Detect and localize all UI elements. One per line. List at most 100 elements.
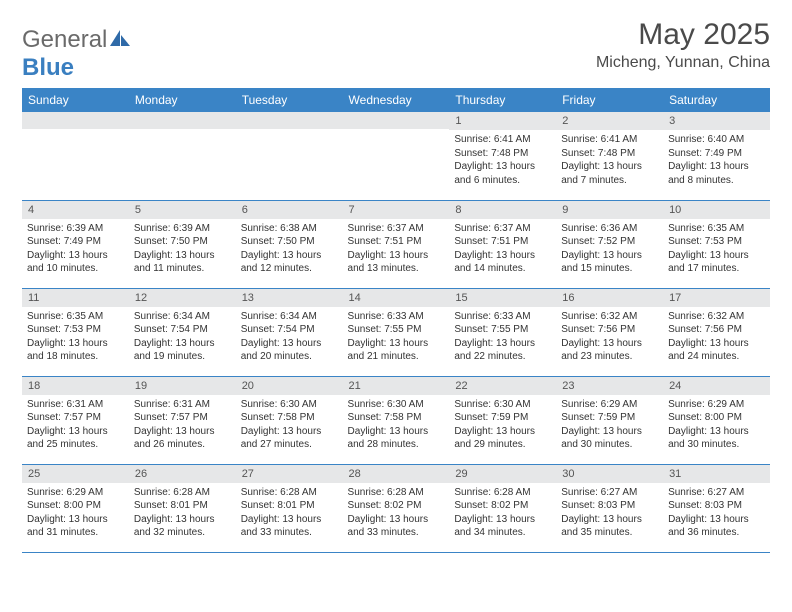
day-number: 4 xyxy=(22,201,129,219)
day-details: Sunrise: 6:27 AMSunset: 8:03 PMDaylight:… xyxy=(663,483,770,543)
day-details: Sunrise: 6:34 AMSunset: 7:54 PMDaylight:… xyxy=(129,307,236,367)
daylight-line: Daylight: 13 hours and 27 minutes. xyxy=(241,425,338,452)
daylight-line: Daylight: 13 hours and 33 minutes. xyxy=(348,513,445,540)
day-number: 28 xyxy=(343,465,450,483)
sunset-line: Sunset: 7:48 PM xyxy=(454,147,551,161)
day-details: Sunrise: 6:33 AMSunset: 7:55 PMDaylight:… xyxy=(343,307,450,367)
day-number: 3 xyxy=(663,112,770,130)
sunset-line: Sunset: 7:55 PM xyxy=(348,323,445,337)
sunset-line: Sunset: 8:02 PM xyxy=(454,499,551,513)
sunrise-line: Sunrise: 6:34 AM xyxy=(241,310,338,324)
sunrise-line: Sunrise: 6:33 AM xyxy=(348,310,445,324)
daylight-line: Daylight: 13 hours and 26 minutes. xyxy=(134,425,231,452)
page-subtitle: Micheng, Yunnan, China xyxy=(596,54,770,72)
calendar-week-row: 25Sunrise: 6:29 AMSunset: 8:00 PMDayligh… xyxy=(22,464,770,552)
calendar-week-row: 1Sunrise: 6:41 AMSunset: 7:48 PMDaylight… xyxy=(22,112,770,200)
sunset-line: Sunset: 7:53 PM xyxy=(27,323,124,337)
calendar-day-cell: 5Sunrise: 6:39 AMSunset: 7:50 PMDaylight… xyxy=(129,200,236,288)
daylight-line: Daylight: 13 hours and 24 minutes. xyxy=(668,337,765,364)
daylight-line: Daylight: 13 hours and 12 minutes. xyxy=(241,249,338,276)
sunrise-line: Sunrise: 6:31 AM xyxy=(134,398,231,412)
calendar-week-row: 11Sunrise: 6:35 AMSunset: 7:53 PMDayligh… xyxy=(22,288,770,376)
calendar-day-cell: 14Sunrise: 6:33 AMSunset: 7:55 PMDayligh… xyxy=(343,288,450,376)
calendar-day-cell xyxy=(343,112,450,200)
daylight-line: Daylight: 13 hours and 22 minutes. xyxy=(454,337,551,364)
sunrise-line: Sunrise: 6:36 AM xyxy=(561,222,658,236)
calendar-day-cell: 1Sunrise: 6:41 AMSunset: 7:48 PMDaylight… xyxy=(449,112,556,200)
calendar-day-cell: 12Sunrise: 6:34 AMSunset: 7:54 PMDayligh… xyxy=(129,288,236,376)
sunset-line: Sunset: 7:52 PM xyxy=(561,235,658,249)
sunset-line: Sunset: 7:48 PM xyxy=(561,147,658,161)
day-details: Sunrise: 6:41 AMSunset: 7:48 PMDaylight:… xyxy=(449,130,556,190)
daylight-line: Daylight: 13 hours and 14 minutes. xyxy=(454,249,551,276)
daylight-line: Daylight: 13 hours and 15 minutes. xyxy=(561,249,658,276)
day-details: Sunrise: 6:29 AMSunset: 7:59 PMDaylight:… xyxy=(556,395,663,455)
weekday-header: Thursday xyxy=(449,88,556,112)
sunrise-line: Sunrise: 6:30 AM xyxy=(348,398,445,412)
calendar-day-cell: 16Sunrise: 6:32 AMSunset: 7:56 PMDayligh… xyxy=(556,288,663,376)
sunset-line: Sunset: 7:49 PM xyxy=(668,147,765,161)
day-details: Sunrise: 6:30 AMSunset: 7:59 PMDaylight:… xyxy=(449,395,556,455)
day-details: Sunrise: 6:37 AMSunset: 7:51 PMDaylight:… xyxy=(449,219,556,279)
calendar-day-cell: 31Sunrise: 6:27 AMSunset: 8:03 PMDayligh… xyxy=(663,464,770,552)
calendar-table: SundayMondayTuesdayWednesdayThursdayFrid… xyxy=(22,88,770,553)
daylight-line: Daylight: 13 hours and 25 minutes. xyxy=(27,425,124,452)
day-number: 13 xyxy=(236,289,343,307)
sunrise-line: Sunrise: 6:29 AM xyxy=(668,398,765,412)
day-number: 29 xyxy=(449,465,556,483)
sunrise-line: Sunrise: 6:41 AM xyxy=(454,133,551,147)
daylight-line: Daylight: 13 hours and 6 minutes. xyxy=(454,160,551,187)
sunset-line: Sunset: 7:53 PM xyxy=(668,235,765,249)
sunrise-line: Sunrise: 6:28 AM xyxy=(454,486,551,500)
daylight-line: Daylight: 13 hours and 8 minutes. xyxy=(668,160,765,187)
day-number xyxy=(343,112,450,129)
sunset-line: Sunset: 8:01 PM xyxy=(241,499,338,513)
weekday-header: Saturday xyxy=(663,88,770,112)
weekday-header: Monday xyxy=(129,88,236,112)
calendar-page: GeneralBlue May 2025 Micheng, Yunnan, Ch… xyxy=(0,0,792,563)
day-details: Sunrise: 6:34 AMSunset: 7:54 PMDaylight:… xyxy=(236,307,343,367)
day-number: 24 xyxy=(663,377,770,395)
weekday-header: Tuesday xyxy=(236,88,343,112)
calendar-week-row: 18Sunrise: 6:31 AMSunset: 7:57 PMDayligh… xyxy=(22,376,770,464)
sunset-line: Sunset: 7:59 PM xyxy=(454,411,551,425)
day-number xyxy=(129,112,236,129)
day-number: 21 xyxy=(343,377,450,395)
day-details: Sunrise: 6:39 AMSunset: 7:50 PMDaylight:… xyxy=(129,219,236,279)
brand-sail-icon xyxy=(109,26,131,54)
sunrise-line: Sunrise: 6:27 AM xyxy=(561,486,658,500)
daylight-line: Daylight: 13 hours and 17 minutes. xyxy=(668,249,765,276)
calendar-day-cell: 27Sunrise: 6:28 AMSunset: 8:01 PMDayligh… xyxy=(236,464,343,552)
daylight-line: Daylight: 13 hours and 30 minutes. xyxy=(668,425,765,452)
day-number xyxy=(236,112,343,129)
calendar-day-cell: 11Sunrise: 6:35 AMSunset: 7:53 PMDayligh… xyxy=(22,288,129,376)
calendar-day-cell: 17Sunrise: 6:32 AMSunset: 7:56 PMDayligh… xyxy=(663,288,770,376)
sunrise-line: Sunrise: 6:32 AM xyxy=(561,310,658,324)
sunrise-line: Sunrise: 6:38 AM xyxy=(241,222,338,236)
day-details: Sunrise: 6:33 AMSunset: 7:55 PMDaylight:… xyxy=(449,307,556,367)
day-number: 7 xyxy=(343,201,450,219)
daylight-line: Daylight: 13 hours and 36 minutes. xyxy=(668,513,765,540)
day-details: Sunrise: 6:30 AMSunset: 7:58 PMDaylight:… xyxy=(343,395,450,455)
day-details: Sunrise: 6:30 AMSunset: 7:58 PMDaylight:… xyxy=(236,395,343,455)
sunset-line: Sunset: 7:54 PM xyxy=(241,323,338,337)
sunset-line: Sunset: 8:00 PM xyxy=(27,499,124,513)
sunrise-line: Sunrise: 6:37 AM xyxy=(454,222,551,236)
sunset-line: Sunset: 7:49 PM xyxy=(27,235,124,249)
day-details: Sunrise: 6:41 AMSunset: 7:48 PMDaylight:… xyxy=(556,130,663,190)
sunrise-line: Sunrise: 6:28 AM xyxy=(241,486,338,500)
daylight-line: Daylight: 13 hours and 33 minutes. xyxy=(241,513,338,540)
daylight-line: Daylight: 13 hours and 28 minutes. xyxy=(348,425,445,452)
daylight-line: Daylight: 13 hours and 13 minutes. xyxy=(348,249,445,276)
sunset-line: Sunset: 7:55 PM xyxy=(454,323,551,337)
brand-logo: GeneralBlue xyxy=(22,18,131,82)
weekday-header: Wednesday xyxy=(343,88,450,112)
daylight-line: Daylight: 13 hours and 20 minutes. xyxy=(241,337,338,364)
sunset-line: Sunset: 7:51 PM xyxy=(348,235,445,249)
day-number: 1 xyxy=(449,112,556,130)
day-details: Sunrise: 6:37 AMSunset: 7:51 PMDaylight:… xyxy=(343,219,450,279)
sunrise-line: Sunrise: 6:28 AM xyxy=(134,486,231,500)
sunrise-line: Sunrise: 6:30 AM xyxy=(454,398,551,412)
calendar-day-cell: 29Sunrise: 6:28 AMSunset: 8:02 PMDayligh… xyxy=(449,464,556,552)
day-number: 30 xyxy=(556,465,663,483)
